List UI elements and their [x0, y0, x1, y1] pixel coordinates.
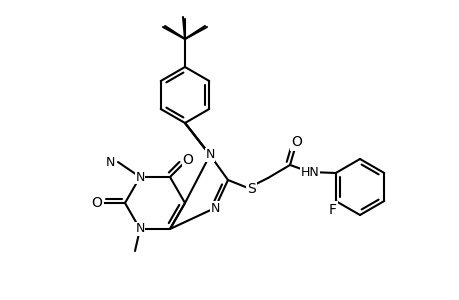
Text: S: S: [247, 182, 256, 196]
Text: N: N: [135, 170, 145, 184]
Text: S: S: [246, 181, 255, 195]
Text: N: N: [105, 155, 114, 169]
Text: N: N: [205, 148, 214, 161]
Text: O: O: [91, 196, 102, 210]
Text: O: O: [92, 196, 103, 210]
Text: N: N: [135, 170, 145, 184]
Text: N: N: [135, 223, 145, 236]
Text: O: O: [182, 153, 193, 167]
Text: F: F: [328, 203, 336, 217]
Text: O: O: [182, 154, 193, 168]
Text: N: N: [210, 202, 219, 214]
Text: O: O: [290, 136, 301, 150]
Text: N: N: [205, 148, 214, 161]
Text: O: O: [291, 135, 302, 149]
Text: HN: HN: [300, 166, 319, 178]
Text: N: N: [210, 202, 219, 214]
Text: HN: HN: [300, 164, 319, 176]
Text: N: N: [135, 223, 145, 236]
Text: F: F: [329, 202, 337, 216]
